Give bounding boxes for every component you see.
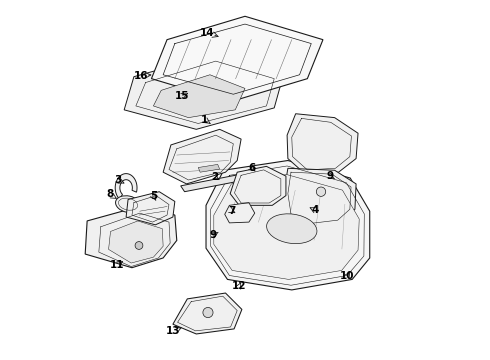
Text: 15: 15 [174,91,189,101]
Text: 4: 4 [312,206,319,215]
Text: 9: 9 [209,230,217,240]
Text: 13: 13 [166,326,180,336]
Circle shape [317,187,326,196]
Polygon shape [198,165,220,172]
Ellipse shape [116,196,141,213]
Polygon shape [115,174,137,199]
Text: 5: 5 [150,192,157,201]
Text: 2: 2 [211,172,218,182]
Ellipse shape [267,214,317,244]
Polygon shape [225,203,255,223]
Polygon shape [173,293,242,334]
Polygon shape [126,192,175,225]
Polygon shape [206,161,370,290]
Text: 14: 14 [200,28,215,38]
Polygon shape [109,221,163,263]
Text: 11: 11 [110,260,124,270]
Polygon shape [287,114,358,174]
Text: 10: 10 [340,271,354,281]
Circle shape [135,242,143,249]
Polygon shape [85,205,177,268]
Polygon shape [181,174,245,192]
Polygon shape [124,53,284,129]
Polygon shape [163,129,241,184]
Text: 12: 12 [232,281,246,291]
Circle shape [203,307,213,318]
Text: 1: 1 [201,114,208,125]
Text: 8: 8 [106,189,113,199]
Polygon shape [151,16,323,102]
Text: 16: 16 [134,71,148,81]
Polygon shape [284,168,356,227]
Polygon shape [153,75,245,118]
Text: 7: 7 [228,206,236,216]
Text: 6: 6 [248,163,255,173]
Polygon shape [214,175,359,279]
Polygon shape [230,166,286,205]
Text: 3: 3 [114,175,121,185]
Text: 9: 9 [326,171,334,181]
